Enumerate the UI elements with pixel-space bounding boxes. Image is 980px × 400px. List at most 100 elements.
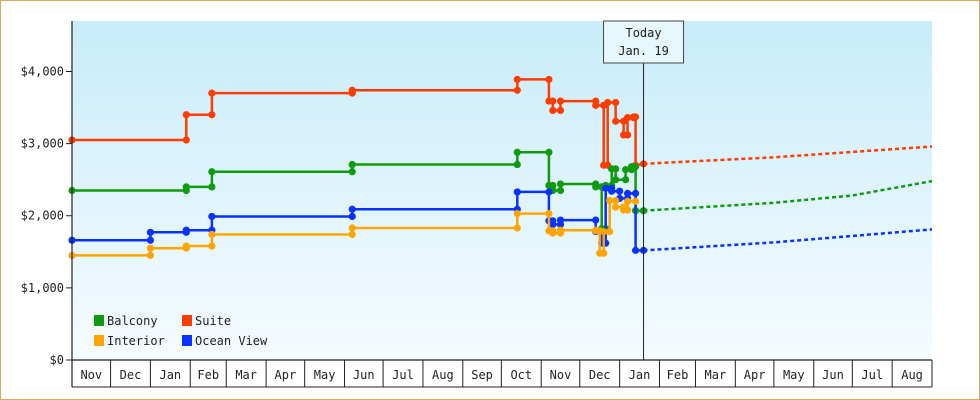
x-tick-label: Dec bbox=[589, 368, 611, 382]
x-tick-label: Jan bbox=[159, 368, 181, 382]
x-tick-label: Jul bbox=[861, 368, 883, 382]
forecast-line-suite bbox=[643, 145, 933, 166]
data-point-suite bbox=[623, 131, 632, 139]
data-point-suite bbox=[592, 101, 600, 109]
legend-swatch-interior bbox=[94, 335, 104, 346]
legend: Balcony Suite Interior Ocean View bbox=[94, 314, 268, 348]
data-point-interior bbox=[606, 196, 614, 205]
data-point-balcony bbox=[513, 148, 521, 156]
data-point-interior bbox=[623, 206, 632, 214]
data-point-balcony bbox=[622, 176, 630, 184]
data-point-balcony bbox=[545, 148, 553, 156]
data-point-balcony bbox=[592, 183, 600, 191]
data-point-interior bbox=[348, 230, 356, 239]
x-tick-label: Apr bbox=[744, 368, 766, 382]
x-tick-label: Oct bbox=[510, 368, 532, 382]
data-point-ocean-view bbox=[208, 212, 216, 221]
data-point-interior bbox=[549, 229, 557, 237]
legend-swatch-balcony bbox=[94, 315, 104, 326]
forecast-lines bbox=[643, 145, 933, 252]
data-point-balcony bbox=[513, 160, 521, 169]
data-point-balcony bbox=[622, 165, 630, 174]
x-tick-label: Mar bbox=[235, 368, 257, 382]
data-point-balcony bbox=[612, 176, 620, 184]
x-tick-label: May bbox=[783, 368, 805, 382]
data-point-suite bbox=[513, 86, 521, 94]
x-tick-label: Apr bbox=[275, 368, 297, 382]
data-point-ocean-view bbox=[631, 189, 640, 197]
series-interior bbox=[68, 196, 640, 260]
data-point-ocean-view bbox=[348, 212, 356, 221]
data-point-suite bbox=[612, 98, 620, 107]
data-point-ocean-view bbox=[146, 228, 155, 236]
y-tick-label: $3,000 bbox=[21, 137, 64, 151]
data-point-ocean-view bbox=[545, 188, 553, 196]
data-point-balcony bbox=[348, 160, 356, 169]
y-tick-label: $1,000 bbox=[21, 281, 64, 295]
data-point-balcony bbox=[208, 168, 216, 176]
data-point-interior bbox=[600, 249, 608, 257]
data-point-suite bbox=[604, 98, 612, 107]
data-point-ocean-view bbox=[602, 184, 610, 192]
data-point-ocean-view bbox=[623, 189, 632, 197]
data-point-suite bbox=[348, 86, 356, 94]
x-tick-label: May bbox=[314, 368, 336, 382]
data-point-suite bbox=[549, 97, 557, 105]
x-tick-label: Dec bbox=[120, 368, 142, 382]
y-tick-label: $4,000 bbox=[21, 64, 64, 78]
data-point-interior bbox=[623, 197, 632, 205]
data-point-interior bbox=[348, 224, 356, 232]
data-point-balcony bbox=[612, 165, 620, 173]
x-tick-label: Sep bbox=[471, 368, 493, 382]
x-tick-label: Jun bbox=[822, 368, 844, 382]
data-point-ocean-view bbox=[616, 187, 624, 195]
y-tick-label: $2,000 bbox=[21, 209, 64, 223]
data-point-suite bbox=[612, 117, 620, 125]
today-marker: Today Jan. 19 bbox=[603, 20, 685, 360]
data-point-ocean-view bbox=[631, 246, 640, 254]
data-point-suite bbox=[182, 136, 190, 144]
data-point-suite bbox=[631, 113, 640, 121]
x-tick-label: Jun bbox=[353, 368, 375, 382]
legend-label-balcony: Balcony bbox=[107, 314, 158, 328]
data-point-interior bbox=[208, 230, 216, 239]
forecast-line-ocean-view bbox=[643, 228, 933, 252]
x-tick-label: Aug bbox=[901, 368, 923, 382]
x-tick-label: Feb bbox=[667, 368, 689, 382]
series-lines bbox=[68, 75, 648, 260]
data-point-balcony bbox=[348, 168, 356, 176]
data-point-interior bbox=[208, 242, 216, 250]
data-point-suite bbox=[208, 89, 216, 97]
data-point-ocean-view bbox=[146, 236, 155, 244]
data-point-interior bbox=[513, 209, 521, 218]
data-point-ocean-view bbox=[556, 216, 565, 224]
today-label-box bbox=[603, 20, 685, 64]
data-point-ocean-view bbox=[608, 187, 616, 195]
data-point-ocean-view bbox=[592, 216, 600, 224]
data-point-interior bbox=[556, 226, 565, 234]
data-point-interior bbox=[182, 242, 190, 250]
data-point-balcony bbox=[631, 163, 640, 171]
data-point-interior bbox=[606, 228, 614, 236]
data-point-suite bbox=[182, 111, 190, 119]
today-label: Today bbox=[625, 26, 661, 40]
data-point-balcony bbox=[549, 181, 557, 190]
data-point-ocean-view bbox=[549, 220, 557, 228]
x-tick-label: Jul bbox=[392, 368, 414, 382]
legend-label-suite: Suite bbox=[195, 314, 231, 328]
data-point-interior bbox=[631, 197, 640, 205]
data-point-suite bbox=[556, 106, 565, 115]
data-point-interior bbox=[600, 228, 608, 236]
x-tick-label: Nov bbox=[550, 368, 572, 382]
data-point-interior bbox=[545, 209, 553, 218]
data-point-interior bbox=[612, 203, 620, 211]
y-tick-label: $0 bbox=[50, 353, 64, 367]
data-point-suite bbox=[208, 111, 216, 119]
axes: $0 $1,000 $2,000 $3,000 $4,000 Nov Dec Jan Feb Ma… bbox=[21, 21, 933, 388]
data-point-balcony bbox=[556, 180, 565, 188]
legend-swatch-ocean-view bbox=[182, 335, 192, 346]
data-point-ocean-view bbox=[513, 188, 521, 196]
data-point-suite bbox=[545, 75, 553, 84]
x-tick-label: Aug bbox=[432, 368, 454, 382]
